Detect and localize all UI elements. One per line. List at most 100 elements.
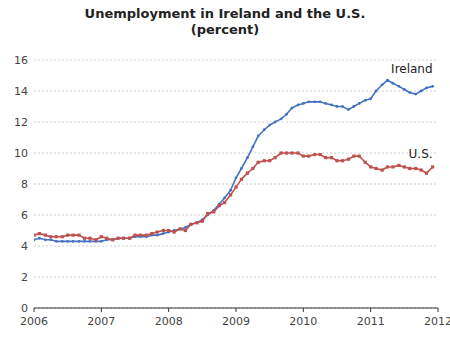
marker [66,234,69,237]
marker [391,165,394,168]
marker [111,238,114,241]
y-tick-label: 6 [21,209,28,222]
marker [117,237,120,240]
grid-line [34,246,438,247]
marker [223,201,226,204]
marker [341,105,344,108]
marker [364,99,367,102]
x-axis: 2006200720082009201020112012 [20,308,450,328]
marker [94,238,97,241]
y-tick-label: 8 [21,178,28,191]
marker [88,237,91,240]
marker [201,220,204,223]
marker [145,234,148,237]
marker [189,223,192,226]
marker [83,240,86,243]
marker [206,212,209,215]
marker [347,158,350,161]
marker [240,178,243,181]
marker [330,156,333,159]
x-tick-label: 2011 [357,315,385,328]
marker [297,104,300,107]
marker [55,235,58,238]
marker [162,229,165,232]
marker [386,165,389,168]
marker [330,104,333,107]
marker [156,230,159,233]
marker [61,240,64,243]
marker [218,204,221,207]
marker [229,193,232,196]
marker [425,87,428,90]
marker [55,240,58,243]
title-line: Unemployment in Ireland and the U.S. [85,6,366,21]
marker [251,167,254,170]
marker [78,240,81,243]
marker [324,102,327,105]
marker [313,153,316,156]
marker [34,238,35,241]
marker [111,238,114,241]
marker [83,237,86,240]
title: Unemployment in Ireland and the U.S.(per… [85,6,366,37]
line [34,80,433,241]
marker [184,229,187,232]
y-tick-label: 14 [14,85,28,98]
marker [156,234,159,237]
y-tick-label: 4 [21,240,28,253]
marker [251,145,254,148]
grid-line [34,184,438,185]
series [34,151,434,241]
marker [414,167,417,170]
marker [240,167,243,170]
marker [352,155,355,158]
grid-line [34,215,438,216]
x-tick-label: 2010 [289,315,317,328]
x-tick-label: 2009 [222,315,250,328]
marker [408,167,411,170]
marker [375,90,378,93]
marker [223,197,226,200]
marker [72,240,75,243]
marker [403,88,406,91]
y-tick-label: 10 [14,147,28,160]
marker [408,91,411,94]
y-axis: 0246810121416 [14,54,438,315]
marker [420,90,423,93]
marker [364,161,367,164]
marker [307,100,310,103]
marker [179,227,182,230]
marker [162,232,165,235]
marker [88,240,91,243]
x-tick [438,308,439,312]
grid-line [34,153,438,154]
y-tick-label: 16 [14,54,28,67]
marker [117,237,120,240]
marker [257,161,260,164]
plot-area [34,79,434,243]
marker [386,79,389,82]
y-tick-label: 12 [14,116,28,129]
marker [229,189,232,192]
series [34,79,434,243]
marker [179,228,182,231]
marker [296,151,299,154]
marker [268,159,271,162]
marker [358,102,361,105]
marker [234,186,237,189]
marker [341,159,344,162]
chart: Unemployment in Ireland and the U.S.(per… [0,0,450,338]
marker [425,172,428,175]
marker [71,234,74,237]
grid-line [34,122,438,123]
marker [324,156,327,159]
marker [128,237,131,240]
marker [38,232,41,235]
marker [133,234,136,237]
marker [150,232,153,235]
marker [302,155,305,158]
marker [420,168,423,171]
series-label: U.S. [409,147,433,161]
marker [167,229,170,232]
marker [100,240,103,243]
